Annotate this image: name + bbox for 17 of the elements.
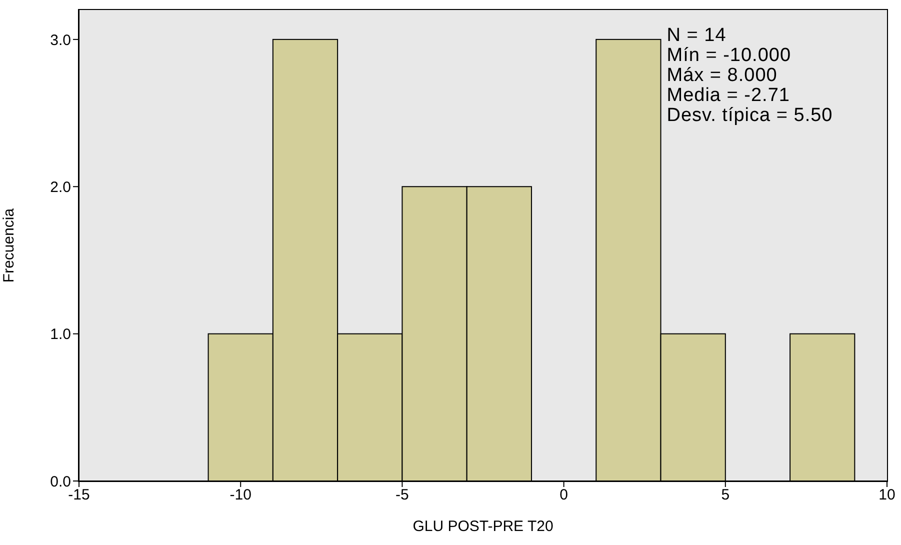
x-axis-title: GLU POST-PRE T20 xyxy=(412,518,554,535)
x-tick-label: 0 xyxy=(560,486,568,504)
x-tick-label: -5 xyxy=(396,486,409,504)
x-tick-label: 10 xyxy=(878,486,896,504)
annotation: Máx = 8.000 xyxy=(666,65,778,86)
y-tick-label: 0.0 xyxy=(50,473,71,490)
x-tick-label: -10 xyxy=(230,486,252,504)
annotation: Media = -2.71 xyxy=(666,85,791,106)
y-axis-title: Frecuencia xyxy=(0,208,18,283)
y-tick-label: 3.0 xyxy=(50,32,71,49)
annotation: Mín = -10.000 xyxy=(666,45,792,66)
annotation: N = 14 xyxy=(666,25,728,46)
y-tick-label: 2.0 xyxy=(50,178,71,196)
x-tick-label: -15 xyxy=(68,486,90,504)
y-tick-label: 1.0 xyxy=(50,326,71,344)
x-tick-label: 5 xyxy=(721,486,730,504)
annotation: Desv. típica = 5.50 xyxy=(666,105,833,126)
